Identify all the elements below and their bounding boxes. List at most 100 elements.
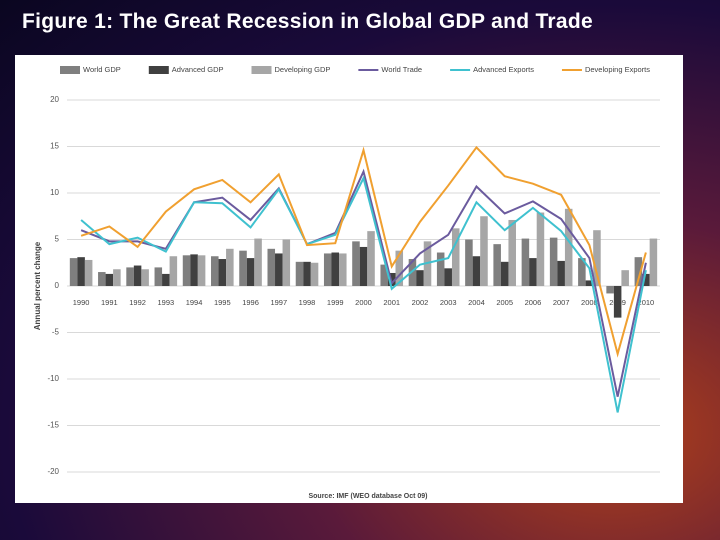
x-tick-label: 1997 bbox=[270, 298, 287, 307]
bar bbox=[613, 286, 622, 318]
bar bbox=[436, 252, 445, 286]
legend-label: World Trade bbox=[381, 65, 422, 74]
legend-swatch bbox=[60, 66, 80, 74]
bar bbox=[395, 250, 404, 286]
bar bbox=[549, 237, 558, 286]
bar bbox=[634, 257, 643, 286]
x-tick-label: 1993 bbox=[157, 298, 174, 307]
bar bbox=[133, 265, 142, 286]
bar bbox=[275, 253, 283, 286]
bar bbox=[162, 273, 170, 286]
bar bbox=[465, 239, 473, 286]
bar bbox=[642, 273, 650, 286]
bar bbox=[331, 252, 340, 286]
bar bbox=[267, 248, 276, 286]
bar bbox=[557, 260, 565, 286]
bar bbox=[339, 253, 347, 286]
bar bbox=[585, 280, 594, 286]
x-tick-label: 2001 bbox=[383, 298, 400, 307]
bar bbox=[254, 238, 262, 286]
bar bbox=[480, 216, 488, 286]
x-tick-label: 2000 bbox=[355, 298, 372, 307]
bar bbox=[493, 244, 501, 286]
bar bbox=[606, 286, 614, 294]
x-tick-label: 2004 bbox=[468, 298, 485, 307]
bar bbox=[190, 254, 198, 286]
bar bbox=[621, 270, 629, 286]
x-tick-label: 1998 bbox=[299, 298, 316, 307]
y-tick-label: 5 bbox=[55, 235, 60, 244]
bar bbox=[359, 246, 368, 286]
bar bbox=[246, 258, 255, 286]
bar bbox=[323, 253, 332, 286]
bar bbox=[578, 258, 586, 286]
legend-swatch bbox=[148, 66, 169, 74]
bar bbox=[141, 269, 149, 286]
bar bbox=[226, 248, 234, 286]
bar bbox=[508, 219, 516, 286]
bar bbox=[536, 212, 545, 286]
bar bbox=[564, 208, 573, 286]
x-tick-label: 1991 bbox=[101, 298, 118, 307]
x-tick-label: 2003 bbox=[440, 298, 457, 307]
legend-label: World GDP bbox=[83, 65, 121, 74]
y-tick-label: 0 bbox=[55, 281, 60, 290]
legend-swatch bbox=[251, 66, 272, 74]
bar bbox=[521, 238, 530, 286]
legend-label: Developing GDP bbox=[275, 65, 331, 74]
x-tick-label: 1990 bbox=[73, 298, 90, 307]
bar bbox=[310, 262, 319, 286]
x-tick-label: 2010 bbox=[638, 298, 655, 307]
bar bbox=[169, 256, 178, 286]
legend-label: Advanced GDP bbox=[172, 65, 224, 74]
y-tick-label: 20 bbox=[50, 95, 59, 104]
y-tick-label: -10 bbox=[47, 374, 59, 383]
bar bbox=[380, 264, 388, 286]
bar bbox=[239, 250, 247, 286]
bar bbox=[303, 261, 311, 286]
bar bbox=[84, 259, 93, 286]
x-tick-label: 2005 bbox=[496, 298, 513, 307]
bar bbox=[113, 269, 121, 286]
bar bbox=[352, 241, 360, 286]
y-tick-label: 10 bbox=[50, 188, 59, 197]
line bbox=[80, 145, 647, 358]
bar bbox=[182, 255, 191, 286]
bar bbox=[218, 259, 227, 286]
x-tick-label: 1995 bbox=[214, 298, 231, 307]
bar bbox=[197, 255, 206, 286]
bar bbox=[500, 261, 509, 286]
bar bbox=[416, 270, 424, 286]
y-axis-label: Annual percent change bbox=[33, 241, 42, 330]
bar bbox=[126, 267, 134, 286]
bar bbox=[649, 238, 658, 286]
bar bbox=[98, 272, 106, 286]
bar bbox=[211, 256, 219, 286]
x-tick-label: 1996 bbox=[242, 298, 259, 307]
bar bbox=[451, 228, 460, 286]
y-tick-label: 15 bbox=[50, 142, 59, 151]
legend-label: Developing Exports bbox=[585, 65, 650, 74]
x-tick-label: 1999 bbox=[327, 298, 344, 307]
bar bbox=[77, 257, 85, 286]
y-tick-label: -20 bbox=[47, 467, 59, 476]
x-tick-label: 1992 bbox=[129, 298, 146, 307]
bar bbox=[593, 230, 601, 286]
x-tick-label: 2006 bbox=[525, 298, 542, 307]
y-tick-label: -15 bbox=[47, 421, 59, 430]
x-tick-label: 2007 bbox=[553, 298, 570, 307]
bar bbox=[154, 267, 163, 286]
bar bbox=[444, 268, 452, 286]
bar bbox=[472, 256, 481, 286]
bar bbox=[529, 258, 537, 286]
bar bbox=[367, 231, 375, 286]
x-tick-label: 2002 bbox=[412, 298, 429, 307]
bar bbox=[282, 239, 291, 286]
source-note: Source: IMF (WEO database Oct 09) bbox=[308, 493, 427, 500]
bar bbox=[408, 259, 417, 286]
x-tick-label: 1994 bbox=[186, 298, 203, 307]
bar bbox=[295, 261, 304, 286]
bar bbox=[69, 258, 78, 286]
